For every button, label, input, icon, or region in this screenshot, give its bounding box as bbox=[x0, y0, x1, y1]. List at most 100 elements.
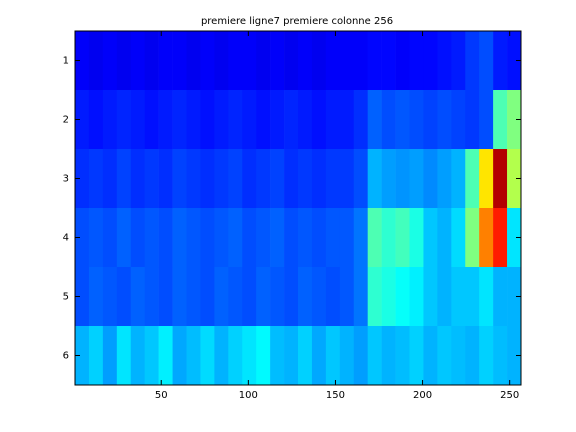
heat-cell bbox=[311, 149, 327, 209]
heat-cell bbox=[256, 326, 271, 386]
heat-cell bbox=[409, 267, 424, 327]
heat-cell bbox=[186, 90, 201, 150]
heat-cell bbox=[242, 267, 257, 327]
heat-cell bbox=[200, 90, 215, 150]
heat-cell bbox=[339, 208, 355, 268]
heat-cell bbox=[395, 149, 410, 209]
heat-cell bbox=[353, 326, 368, 386]
heat-cell bbox=[186, 326, 201, 386]
heat-cell bbox=[465, 31, 480, 91]
heat-cell bbox=[214, 267, 229, 327]
heat-cell bbox=[367, 208, 382, 268]
heat-cell bbox=[158, 267, 173, 327]
heat-cell bbox=[325, 31, 341, 91]
heat-cell bbox=[479, 208, 494, 268]
heat-cell bbox=[158, 326, 173, 386]
heat-cell bbox=[493, 267, 508, 327]
heat-cell bbox=[395, 208, 410, 268]
heat-cell bbox=[465, 267, 480, 327]
heat-cell bbox=[493, 208, 508, 268]
heat-cell bbox=[75, 208, 90, 268]
heat-cell bbox=[339, 31, 355, 91]
heat-cell bbox=[75, 267, 90, 327]
heat-cell bbox=[228, 90, 243, 150]
heat-cell bbox=[298, 326, 313, 386]
heat-cell bbox=[367, 31, 382, 91]
heat-cell bbox=[298, 149, 313, 209]
heat-cell bbox=[214, 208, 229, 268]
heat-cell bbox=[507, 90, 522, 150]
heat-cell bbox=[451, 208, 466, 268]
heat-cell bbox=[158, 208, 173, 268]
heat-cell bbox=[423, 31, 438, 91]
heat-cell bbox=[270, 31, 285, 91]
heat-cell bbox=[102, 267, 118, 327]
heat-cell bbox=[75, 149, 90, 209]
heat-cell bbox=[88, 267, 104, 327]
heat-cell bbox=[451, 267, 466, 327]
heat-cell bbox=[451, 90, 466, 150]
heat-cell bbox=[270, 149, 285, 209]
heat-cell bbox=[381, 149, 396, 209]
x-tick-label: 200 bbox=[413, 390, 432, 401]
heat-cell bbox=[311, 31, 327, 91]
heat-cell bbox=[507, 326, 522, 386]
heat-cell bbox=[507, 208, 522, 268]
y-tick-label: 6 bbox=[63, 351, 69, 362]
heat-cell bbox=[311, 208, 327, 268]
y-tick-label: 4 bbox=[63, 233, 69, 244]
heat-cell bbox=[437, 31, 452, 91]
heat-cell bbox=[353, 31, 368, 91]
heat-cell bbox=[437, 149, 452, 209]
heat-cell bbox=[144, 149, 159, 209]
heat-cell bbox=[339, 267, 355, 327]
heat-cell bbox=[144, 90, 159, 150]
heat-cell bbox=[270, 267, 285, 327]
heat-cell bbox=[465, 208, 480, 268]
heat-cell bbox=[325, 267, 341, 327]
heat-cell bbox=[75, 31, 90, 91]
heat-cell bbox=[144, 267, 159, 327]
chart-title: premiere ligne7 premiere colonne 256 bbox=[201, 16, 393, 27]
heat-cell bbox=[130, 90, 145, 150]
heat-cell bbox=[242, 31, 257, 91]
heat-cell bbox=[367, 90, 382, 150]
heat-cell bbox=[409, 208, 424, 268]
heat-cell bbox=[144, 208, 159, 268]
heat-cell bbox=[325, 90, 341, 150]
heat-cell bbox=[493, 149, 508, 209]
heat-cell bbox=[88, 149, 104, 209]
heat-cell bbox=[214, 149, 229, 209]
heat-cell bbox=[423, 326, 438, 386]
heat-cell bbox=[493, 90, 508, 150]
y-tick-label: 1 bbox=[63, 56, 69, 67]
heat-cell bbox=[228, 149, 243, 209]
heat-cell bbox=[409, 326, 424, 386]
heat-cell bbox=[367, 326, 382, 386]
heat-cell bbox=[465, 149, 480, 209]
heat-cell bbox=[200, 326, 215, 386]
heat-cell bbox=[284, 267, 299, 327]
x-tick-label: 100 bbox=[239, 390, 258, 401]
heat-cell bbox=[116, 208, 132, 268]
heat-cell bbox=[395, 90, 410, 150]
heat-cell bbox=[88, 326, 104, 386]
heat-cell bbox=[228, 326, 243, 386]
heat-cell bbox=[395, 31, 410, 91]
heat-cell bbox=[270, 326, 285, 386]
heat-cell bbox=[381, 31, 396, 91]
heat-cell bbox=[116, 90, 132, 150]
heat-cell bbox=[493, 31, 508, 91]
heat-cell bbox=[423, 149, 438, 209]
heat-cell bbox=[325, 149, 341, 209]
heat-cell bbox=[200, 208, 215, 268]
heat-cell bbox=[228, 208, 243, 268]
heat-cell bbox=[116, 267, 132, 327]
heat-cell bbox=[172, 90, 187, 150]
heat-cell bbox=[75, 90, 90, 150]
x-tick-label: 150 bbox=[326, 390, 345, 401]
heat-cell bbox=[465, 90, 480, 150]
heat-cell bbox=[102, 149, 118, 209]
heat-cell bbox=[214, 326, 229, 386]
